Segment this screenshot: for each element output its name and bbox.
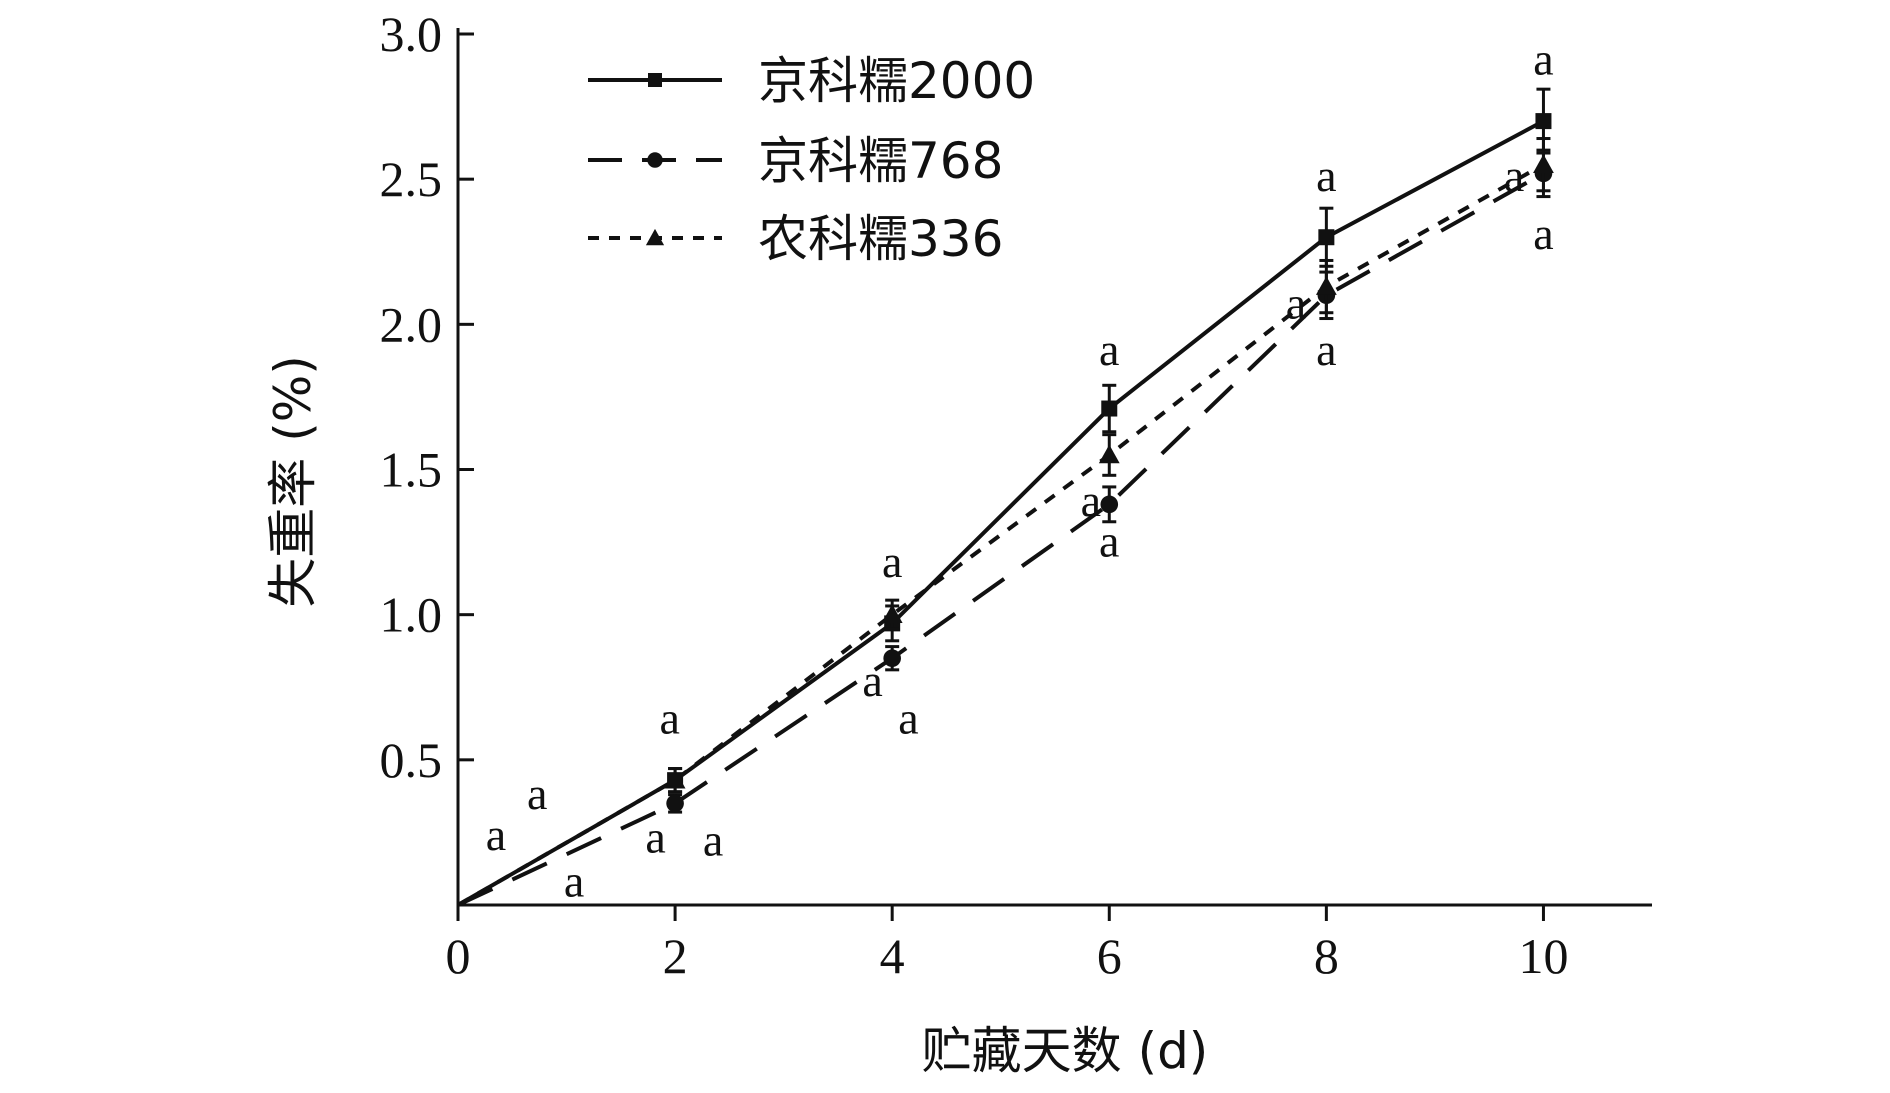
data-point xyxy=(1101,400,1118,417)
tick-layer: 0.5 1.0 1.5 2.0 2.5 3.0 0 2 4 6 8 10 xyxy=(380,6,1569,984)
significance-label: a xyxy=(898,693,918,744)
significance-label: a xyxy=(1533,34,1553,85)
x-axis-title: 贮藏天数 (d) xyxy=(922,1022,1209,1080)
y-tick-label: 0.5 xyxy=(380,732,443,788)
significance-label: a xyxy=(882,536,902,587)
data-point xyxy=(883,649,901,668)
legend-marker xyxy=(647,152,663,168)
series-line xyxy=(457,162,1545,907)
significance-label: a xyxy=(703,815,723,866)
data-point xyxy=(1318,229,1335,246)
data-point xyxy=(1533,154,1554,173)
y-tick-label: 2.0 xyxy=(380,296,443,352)
legend-item-3: 农科糯336 xyxy=(588,210,1003,268)
significance-label: a xyxy=(1316,324,1336,375)
x-tick-label: 0 xyxy=(446,928,471,984)
significance-label: a xyxy=(1286,278,1306,329)
legend-item-2: 京科糯768 xyxy=(588,132,1003,190)
legend: 京科糯2000 京科糯768 农科糯336 xyxy=(588,52,1035,268)
x-tick-label: 10 xyxy=(1518,928,1568,984)
data-point xyxy=(666,794,684,813)
significance-label: a xyxy=(1504,150,1524,201)
significance-label: a xyxy=(1316,150,1336,201)
y-tick-label: 1.5 xyxy=(380,442,443,498)
significance-label: a xyxy=(486,809,506,860)
data-point xyxy=(1100,495,1119,514)
series-2 xyxy=(457,148,1553,907)
x-tick-label: 2 xyxy=(663,928,688,984)
legend-label: 京科糯768 xyxy=(758,132,1003,190)
significance-label: a xyxy=(1533,208,1553,259)
y-axis-title: 失重率 (%) xyxy=(264,355,322,607)
significance-label: a xyxy=(645,812,665,863)
legend-item-1: 京科糯2000 xyxy=(588,52,1035,110)
x-tick-label: 8 xyxy=(1314,928,1339,984)
data-point xyxy=(881,604,903,623)
legend-marker xyxy=(648,73,662,87)
y-tick-label: 3.0 xyxy=(380,6,443,62)
series-1 xyxy=(457,87,1552,907)
legend-marker xyxy=(645,228,665,246)
series-3 xyxy=(457,137,1554,907)
significance-label: a xyxy=(1099,324,1119,375)
legend-label: 农科糯336 xyxy=(758,210,1003,268)
y-tick-label: 2.5 xyxy=(380,151,443,207)
data-point xyxy=(1315,276,1337,295)
data-point xyxy=(1535,113,1552,130)
significance-label: a xyxy=(1099,516,1119,567)
significance-label: a xyxy=(862,655,882,706)
significance-label: a xyxy=(1081,475,1101,526)
series-line xyxy=(457,171,1545,907)
x-tick-label: 6 xyxy=(1097,928,1122,984)
data-point xyxy=(1098,444,1120,464)
data-point xyxy=(664,769,686,789)
x-tick-label: 4 xyxy=(880,928,905,984)
significance-label: a xyxy=(527,768,547,819)
significance-label: a xyxy=(564,855,584,906)
significance-label: a xyxy=(659,693,679,744)
y-tick-label: 1.0 xyxy=(380,587,443,643)
legend-label: 京科糯2000 xyxy=(758,52,1035,110)
series-layer xyxy=(457,87,1554,907)
